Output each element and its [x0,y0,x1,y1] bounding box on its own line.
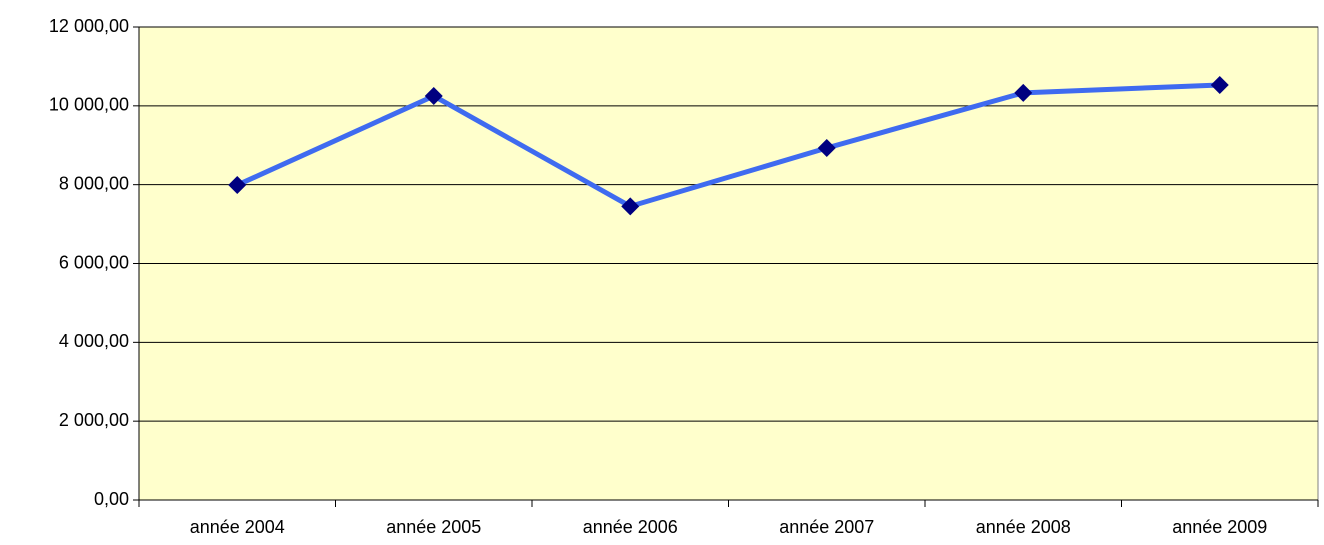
marker [1014,83,1033,102]
x-tick-label: année 2005 [386,517,481,537]
x-tick-label: année 2009 [1172,517,1267,537]
x-tick-label: année 2007 [779,517,874,537]
y-tick-label: 12 000,00 [49,16,129,36]
y-tick-label: 2 000,00 [59,410,129,430]
y-tick-label: 10 000,00 [49,95,129,115]
line [236,82,1220,209]
y-tick-label: 0,00 [94,489,129,509]
x-tick-label: année 2004 [190,517,285,537]
marker [817,139,836,158]
marker [424,86,443,105]
y-tick-label: 6 000,00 [59,252,129,272]
x-tick-label: année 2006 [583,517,678,537]
x-tick-label: année 2008 [976,517,1071,537]
y-tick-label: 8 000,00 [59,173,129,193]
y-tick-label: 4 000,00 [59,331,129,351]
marker [1210,75,1229,94]
marker [621,197,640,216]
marker [228,176,247,195]
